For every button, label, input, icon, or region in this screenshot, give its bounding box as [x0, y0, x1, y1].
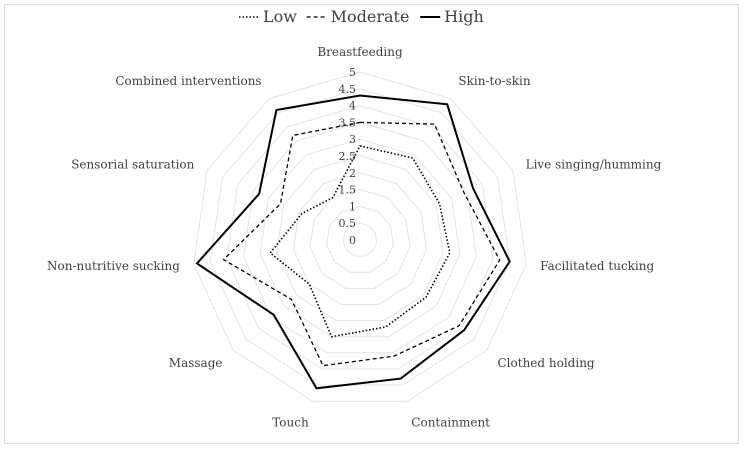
legend-label-moderate: Moderate — [331, 7, 410, 26]
category-label: Touch — [272, 416, 309, 430]
series-line-low — [269, 144, 451, 338]
series-line-high — [195, 94, 511, 390]
grid-ring — [342, 222, 378, 257]
tick-label: 2 — [349, 167, 356, 180]
legend: Low Moderate High — [239, 7, 484, 26]
tick-label: 1 — [349, 200, 356, 213]
tick-label: 0 — [349, 234, 356, 247]
tick-label: 2.5 — [339, 150, 357, 163]
tick-label: 1.5 — [339, 184, 357, 197]
category-labels: Breastfeeding Skin-to-skin Live singing/hu… — [47, 45, 662, 430]
category-label: Non-nutritive sucking — [47, 259, 180, 273]
tick-label: 5 — [349, 66, 356, 79]
radar-grid — [193, 71, 527, 402]
tick-label: 0.5 — [339, 217, 357, 230]
tick-label: 3 — [349, 133, 356, 146]
legend-label-high: High — [444, 7, 484, 26]
category-label: Facilitated tucking — [540, 259, 654, 273]
category-label: Live singing/humming — [526, 157, 662, 171]
category-label: Combined interventions — [115, 74, 261, 88]
category-label: Breastfeeding — [317, 45, 403, 59]
category-label: Clothed holding — [498, 356, 595, 370]
category-label: Massage — [169, 356, 223, 370]
series-layer — [195, 94, 511, 390]
category-label: Containment — [411, 416, 490, 430]
series-line-moderate — [222, 121, 501, 367]
radial-axis-ticks: 0 0.5 1 1.5 2 2.5 3 3.5 4 4.5 5 — [339, 66, 357, 247]
grid-ring — [259, 138, 461, 338]
tick-label: 3.5 — [339, 116, 357, 129]
tick-label: 4.5 — [339, 83, 357, 96]
category-label: Sensorial saturation — [71, 157, 194, 171]
category-label: Skin-to-skin — [458, 74, 530, 88]
grid-ring — [292, 172, 428, 305]
chart-frame — [4, 4, 739, 444]
grid-ring — [193, 71, 527, 402]
tick-label: 4 — [349, 100, 356, 113]
grid-ring — [226, 105, 494, 370]
grid-ring — [209, 88, 511, 386]
grid-ring — [276, 155, 444, 322]
grid-ring — [243, 121, 477, 354]
grid-ring — [326, 205, 394, 273]
legend-label-low: Low — [263, 7, 297, 26]
grid-ring — [309, 189, 411, 289]
